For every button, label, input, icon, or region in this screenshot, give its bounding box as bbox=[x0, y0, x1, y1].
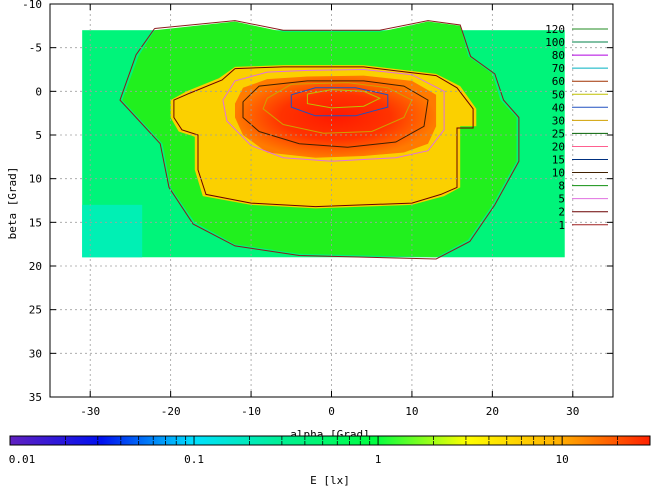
legend-label: 5 bbox=[558, 193, 565, 206]
legend-label: 20 bbox=[552, 140, 565, 153]
y-tick-label: 35 bbox=[29, 391, 42, 404]
y-tick-label: 25 bbox=[29, 304, 42, 317]
y-tick-label: 20 bbox=[29, 260, 42, 273]
x-tick-label: -30 bbox=[80, 405, 100, 418]
y-tick-label: -10 bbox=[22, 0, 42, 11]
x-axis-ticks: -30 -20 -10 0 10 20 30 bbox=[80, 4, 579, 418]
legend-label: 80 bbox=[552, 49, 565, 62]
x-tick-label: -20 bbox=[161, 405, 181, 418]
legend-label: 40 bbox=[552, 101, 565, 114]
legend-label: 120 bbox=[545, 23, 565, 36]
colorbar: 0.01 0.1 1 10 bbox=[9, 435, 651, 466]
colorbar-tick-label: 10 bbox=[556, 453, 569, 466]
y-tick-label: 5 bbox=[35, 129, 42, 142]
legend-label: 70 bbox=[552, 62, 565, 75]
legend-label: 100 bbox=[545, 36, 565, 49]
contour-line-40 bbox=[290, 87, 389, 117]
contour-line-5 bbox=[222, 68, 445, 162]
x-tick-label: -10 bbox=[241, 405, 261, 418]
y-tick-label: -5 bbox=[29, 42, 42, 55]
legend-label: 10 bbox=[552, 167, 565, 180]
contour-line-50 bbox=[306, 89, 381, 109]
y-tick-label: 0 bbox=[35, 85, 42, 98]
x-tick-label: 10 bbox=[405, 405, 418, 418]
legend-label: 60 bbox=[552, 75, 565, 88]
legend-label: 8 bbox=[558, 180, 565, 193]
legend-label: 2 bbox=[558, 206, 565, 219]
colorbar-tick-label: 0.01 bbox=[9, 453, 36, 466]
colorbar-tick-label: 1 bbox=[375, 453, 382, 466]
colorbar-label: E [lx] bbox=[310, 474, 350, 486]
contour-line-30 bbox=[262, 82, 413, 134]
legend-label: 15 bbox=[552, 154, 565, 167]
x-tick-label: 0 bbox=[328, 405, 335, 418]
low-region-left bbox=[82, 204, 143, 258]
contour-line-1 bbox=[119, 20, 520, 260]
y-tick-label: 10 bbox=[29, 173, 42, 186]
legend-label: 30 bbox=[552, 114, 565, 127]
y-tick-label: 30 bbox=[29, 347, 42, 360]
illuminance-heatmap bbox=[82, 20, 565, 260]
y-tick-label: 15 bbox=[29, 216, 42, 229]
y-axis-label: beta [Grad] bbox=[6, 167, 19, 240]
legend-label: 1 bbox=[558, 219, 565, 232]
colorbar-tick-label: 0.1 bbox=[184, 453, 204, 466]
legend-label: 25 bbox=[552, 127, 565, 140]
x-tick-label: 20 bbox=[486, 405, 499, 418]
hot-region bbox=[235, 75, 437, 158]
contour-line-10 bbox=[242, 80, 429, 148]
contour-line-2 bbox=[173, 66, 474, 208]
x-tick-label: 30 bbox=[566, 405, 579, 418]
legend-label: 50 bbox=[552, 88, 565, 101]
